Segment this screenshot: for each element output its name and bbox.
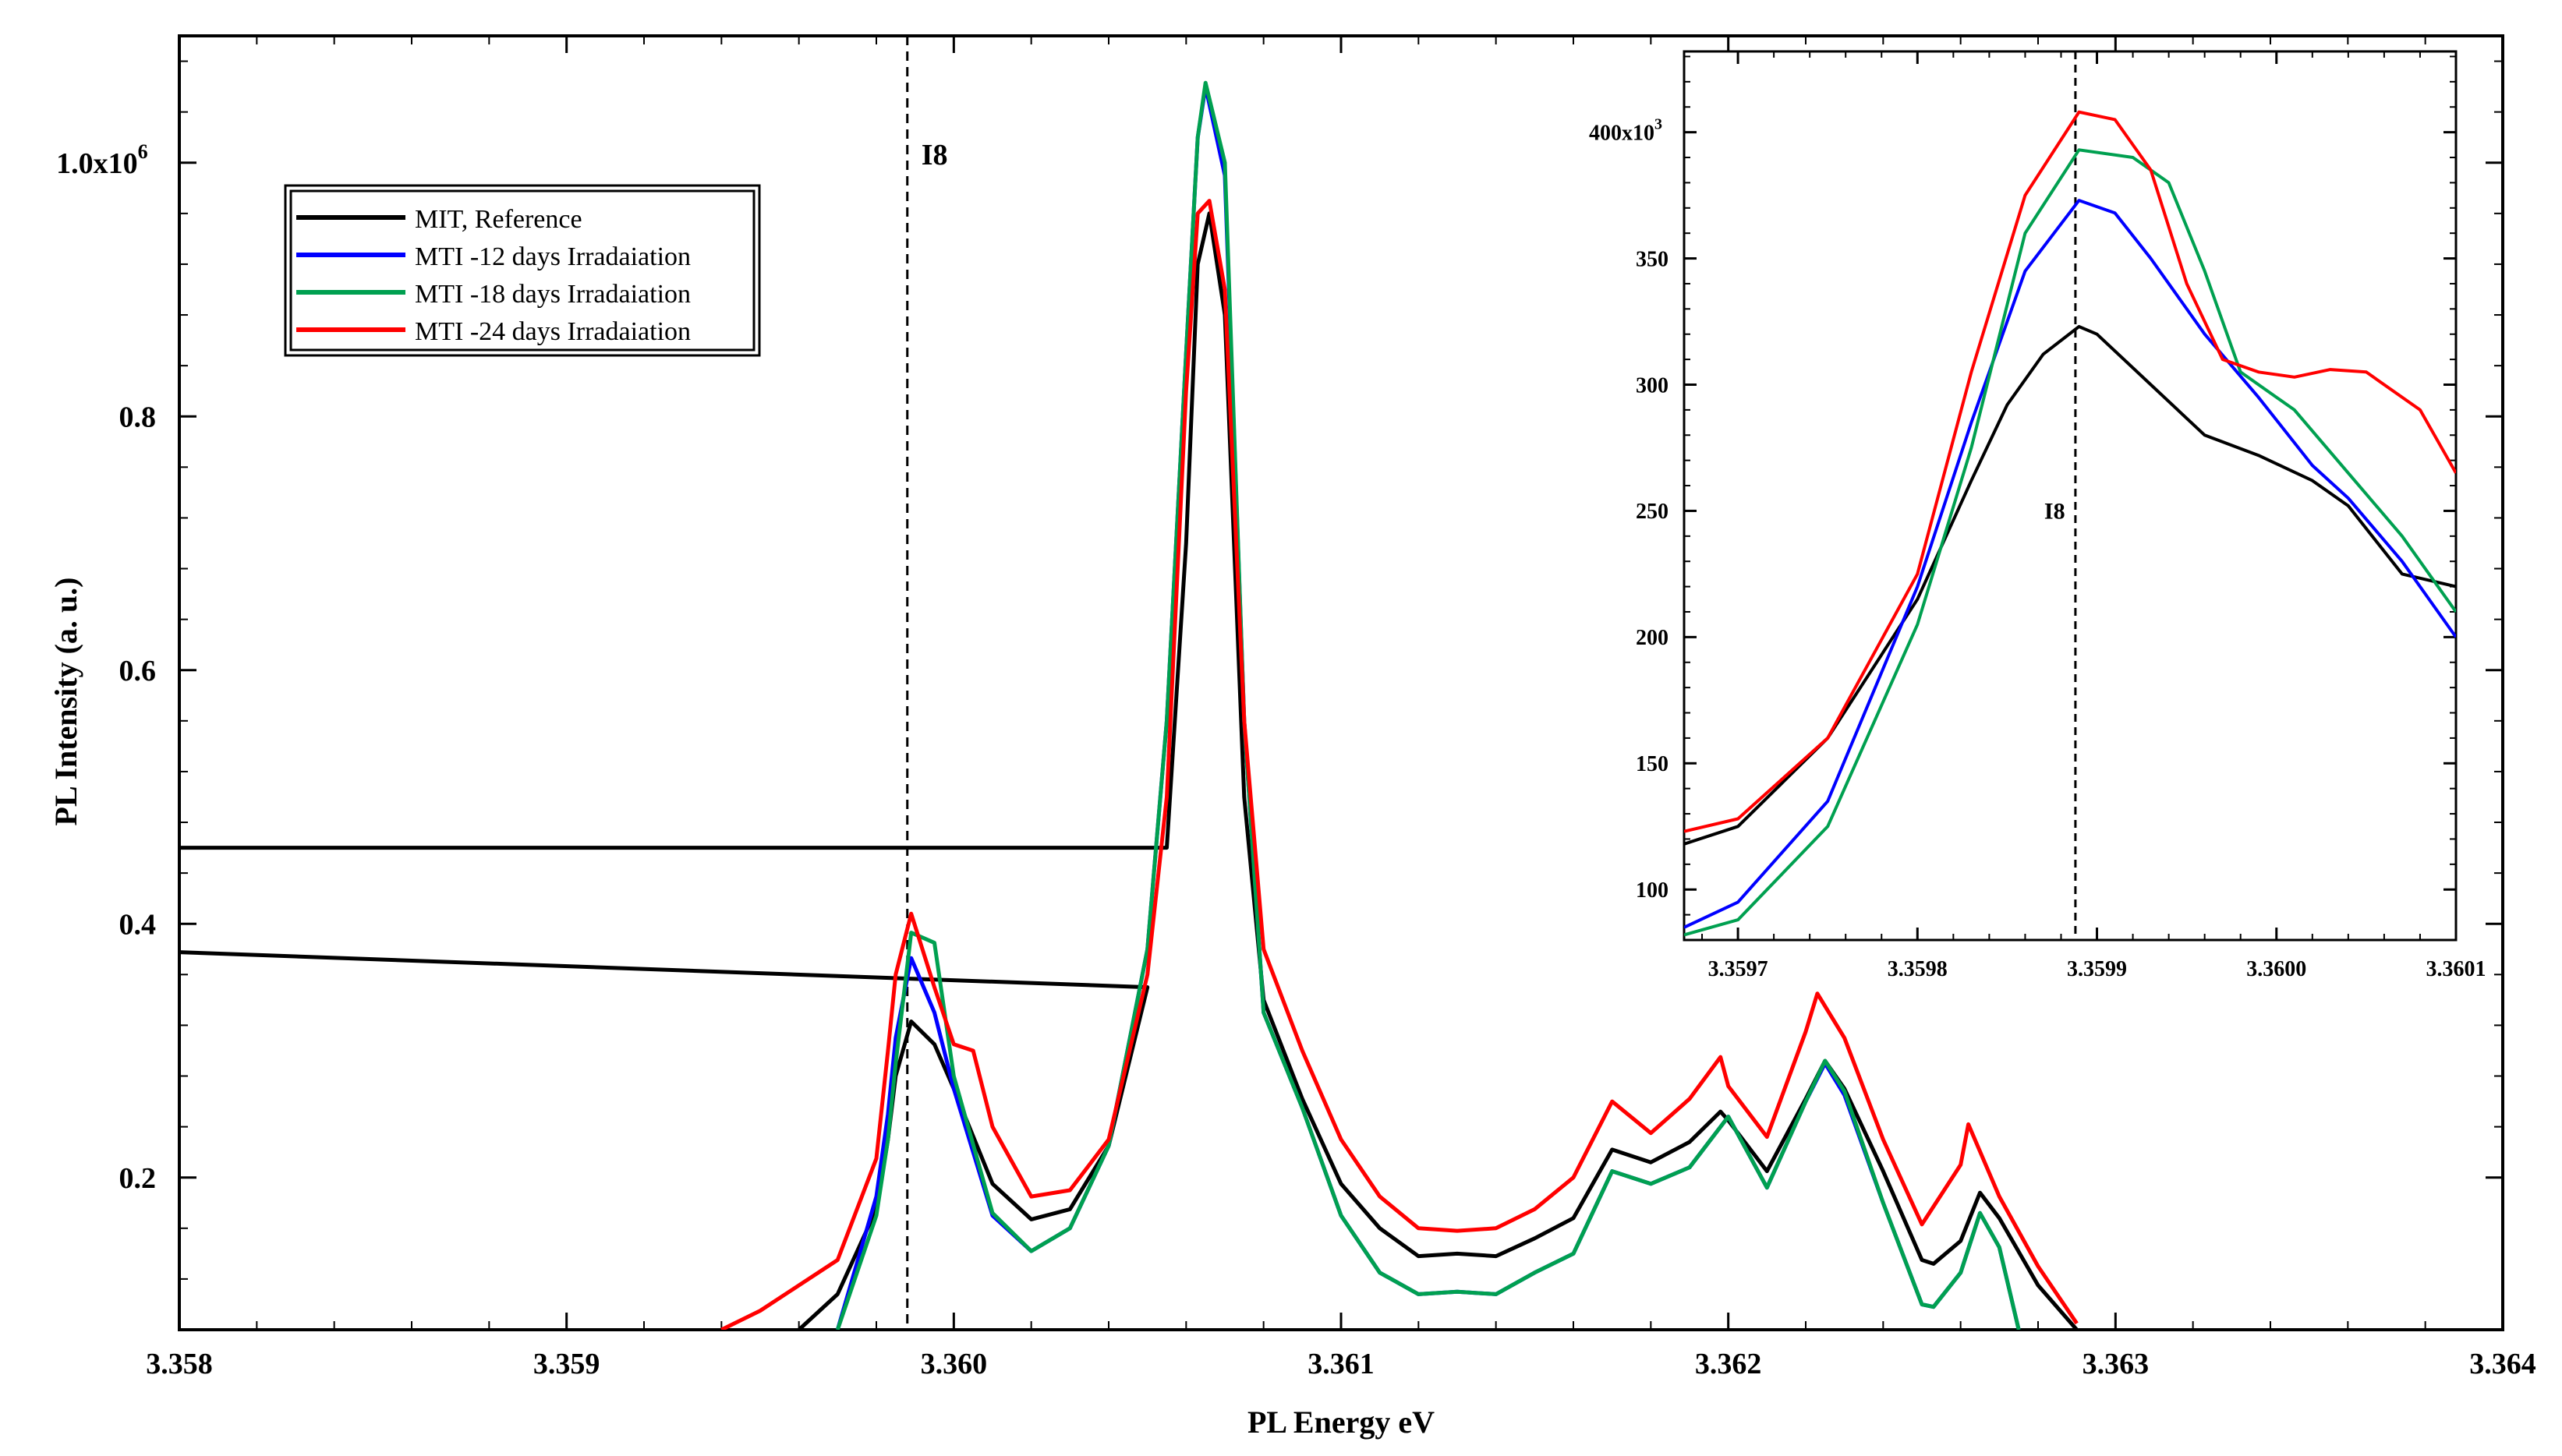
series-line-3 [720,199,2079,1330]
y-tick-label: 150 [1636,752,1668,776]
series-line-1 [1684,199,2456,929]
x-axis-title: PL Energy eV [1247,1405,1435,1440]
inset-i8-annotation: I8 [2044,51,2077,940]
inset-y-tick-labels: 100 150 200 250 300 350 400x10 3 [1589,115,1668,903]
y-tick-label: 1.0x10 [56,147,138,180]
x-tick-label: 3.358 [146,1348,213,1380]
series-line-2 [835,80,2021,1330]
y-tick-label: 400x10 [1589,121,1654,145]
series-line-3 [1684,110,2456,833]
main-i8-annotation: I8 [906,36,948,1330]
inset-i8-label: I8 [2044,498,2065,524]
x-tick-label: 3.3600 [2246,957,2306,981]
x-tick-label: 3.363 [2083,1348,2150,1380]
y-tick-exponent: 3 [1654,115,1662,133]
y-axis-title: PL Intensity (a. u.) [48,578,83,826]
y-tick-label: 0.2 [119,1162,157,1195]
legend: MIT, Reference MTI -12 days Irradaiation… [284,184,761,357]
legend-item: MIT, Reference [296,205,582,234]
legend-label: MTI -12 days Irradaiation [415,242,691,271]
x-tick-label: 3.362 [1695,1348,1762,1380]
y-tick-label: 100 [1636,878,1668,903]
legend-box-outer [284,184,761,357]
x-tick-label: 3.364 [2469,1348,2536,1380]
inset-plot-frame [1683,50,2458,942]
legend-item: MTI -24 days Irradaiation [296,317,691,346]
y-tick-label: 350 [1636,247,1668,271]
x-tick-label: 3.359 [533,1348,600,1380]
main-plot: I8 0.20.40.60.81.0x10 6 3.358 3.359 3.360 3.… [48,34,2536,1440]
inset-axis-ticks [1684,51,2458,941]
legend-label: MTI -18 days Irradaiation [415,280,691,309]
main-y-tick-labels: 0.2 0.4 0.6 0.8 1.0x10 6 [56,140,156,1195]
y-tick-label: 0.4 [119,909,157,942]
y-tick-label: 0.6 [119,655,157,687]
y-tick-label: 200 [1636,626,1668,650]
main-i8-label: I8 [922,139,948,171]
x-tick-label: 3.360 [921,1348,988,1380]
y-tick-label: 300 [1636,373,1668,398]
legend-box-inner [289,189,756,352]
x-tick-label: 3.3597 [1708,957,1768,981]
x-tick-label: 3.3598 [1888,957,1948,981]
main-series-group [179,80,2079,1330]
inset-background [1684,51,2456,940]
y-tick-label: 0.8 [119,401,157,434]
legend-items: MIT, Reference MTI -12 days Irradaiation… [296,205,691,346]
x-tick-label: 3.361 [1308,1348,1375,1380]
series-line-0 [179,211,2079,1330]
main-x-tick-labels: 3.358 3.359 3.360 3.361 3.362 3.363 3.364 [146,1348,2536,1380]
x-tick-label: 3.3601 [2426,957,2486,981]
main-axis-ticks [178,36,2504,1331]
y-tick-label: 250 [1636,500,1668,524]
legend-label: MTI -24 days Irradaiation [415,317,691,346]
x-tick-label: 3.3599 [2067,957,2127,981]
series-line-2 [1684,148,2456,937]
inset-series-group [1684,110,2456,937]
legend-item: MTI -18 days Irradaiation [296,280,691,309]
series-line-0 [1684,325,2456,846]
inset-x-tick-labels: 3.3597 3.3598 3.3599 3.3600 3.3601 [1708,957,2486,981]
y-tick-exponent: 6 [138,140,148,163]
legend-item: MTI -12 days Irradaiation [296,242,691,271]
legend-label: MIT, Reference [415,205,582,234]
